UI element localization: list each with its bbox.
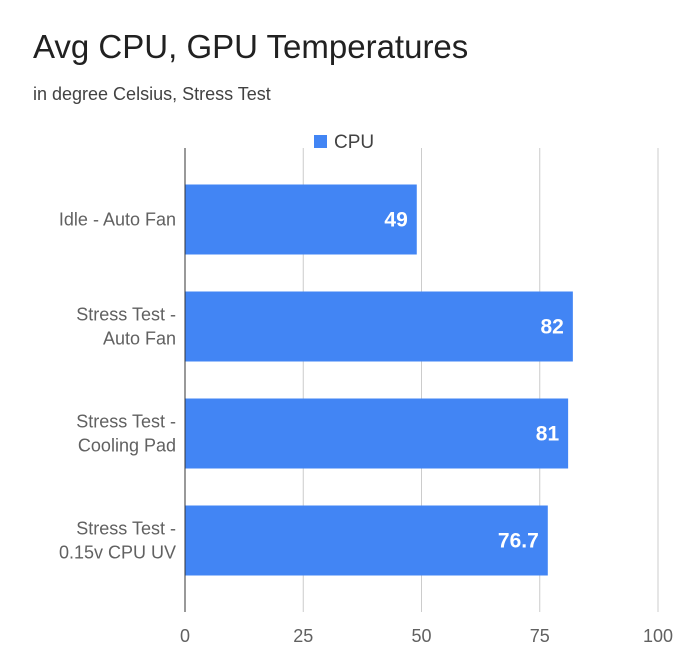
data-label: 82 [541,316,564,339]
x-tick-label: 25 [293,626,313,646]
chart-title: Avg CPU, GPU Temperatures [33,28,469,65]
x-tick-label: 0 [180,626,190,646]
data-label: 49 [384,209,407,232]
category-label-line: Stress Test - [76,412,176,432]
category-label: Stress Test - Auto Fan [76,305,176,349]
x-tick-label: 50 [411,626,431,646]
category-label: Stress Test - Cooling Pad [76,412,176,456]
bars [185,184,573,576]
bar[interactable] [185,291,573,362]
bar[interactable] [185,398,569,469]
legend-swatch [314,135,327,148]
category-label-line: Stress Test - [76,519,176,539]
category-label-line: 0.15v CPU UV [59,543,176,563]
category-label: Idle - Auto Fan [59,210,176,230]
x-tick-labels: 0 25 50 75 100 [180,626,673,646]
bar[interactable] [185,184,417,255]
category-label-line: Idle - Auto Fan [59,210,176,230]
bar[interactable] [185,505,548,576]
category-label-line: Auto Fan [103,329,176,349]
legend[interactable]: CPU [314,132,374,153]
category-label: Stress Test - 0.15v CPU UV [59,519,176,563]
x-tick-label: 75 [530,626,550,646]
category-label-line: Stress Test - [76,305,176,325]
category-label-line: Cooling Pad [78,436,176,456]
x-tick-label: 100 [643,626,673,646]
chart-subtitle: in degree Celsius, Stress Test [33,84,271,104]
data-labels: 49 82 81 76.7 [384,209,563,553]
data-label: 76.7 [498,530,539,553]
legend-label: CPU [334,132,374,153]
data-label: 81 [536,423,560,446]
